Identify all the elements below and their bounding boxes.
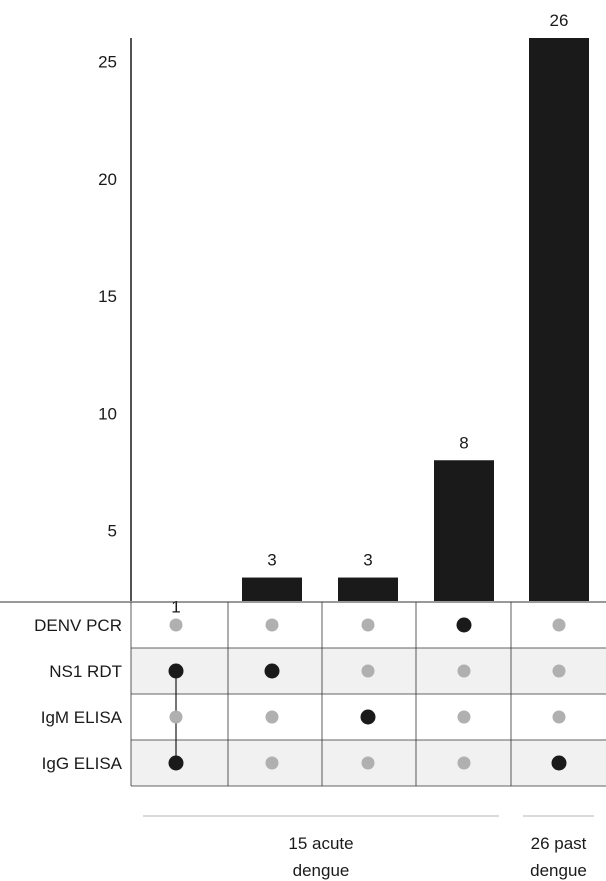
y-tick-label: 25 bbox=[98, 52, 117, 71]
dot-inactive bbox=[361, 664, 375, 678]
data-label: 26 bbox=[550, 11, 569, 30]
row-label: IgM ELISA bbox=[41, 708, 123, 727]
dot-inactive bbox=[265, 756, 279, 770]
dot-inactive bbox=[457, 756, 471, 770]
row-label: NS1 RDT bbox=[49, 662, 122, 681]
data-label: 3 bbox=[267, 551, 276, 570]
dot-inactive bbox=[265, 618, 279, 632]
dot-inactive bbox=[552, 710, 566, 724]
dot-inactive bbox=[361, 756, 375, 770]
bar bbox=[529, 38, 589, 601]
dot-active bbox=[168, 755, 184, 771]
group-label-line2: dengue bbox=[293, 861, 350, 880]
dot-inactive bbox=[169, 618, 183, 632]
data-label: 8 bbox=[459, 433, 468, 452]
dot-active bbox=[456, 617, 472, 633]
dot-inactive bbox=[552, 618, 566, 632]
y-tick-label: 10 bbox=[98, 404, 117, 423]
data-label: 1 bbox=[171, 597, 180, 616]
group-label-line1: 15 acute bbox=[288, 834, 353, 853]
dot-inactive bbox=[457, 710, 471, 724]
dot-active bbox=[551, 755, 567, 771]
group-label-line2: dengue bbox=[530, 861, 587, 880]
bar bbox=[434, 460, 494, 601]
data-label: 3 bbox=[363, 551, 372, 570]
bar bbox=[242, 577, 302, 601]
dot-inactive bbox=[265, 710, 279, 724]
y-tick-label: 15 bbox=[98, 287, 117, 306]
row-label: IgG ELISA bbox=[42, 754, 123, 773]
y-tick-label: 20 bbox=[98, 170, 117, 189]
dot-inactive bbox=[457, 664, 471, 678]
y-tick-label: 5 bbox=[108, 522, 117, 541]
dot-inactive bbox=[361, 618, 375, 632]
dot-inactive bbox=[552, 664, 566, 678]
dot-inactive bbox=[169, 710, 183, 724]
group-label-line1: 26 past bbox=[531, 834, 587, 853]
dot-active bbox=[360, 709, 376, 725]
row-label: DENV PCR bbox=[34, 616, 122, 635]
dot-active bbox=[264, 663, 280, 679]
dot-active bbox=[168, 663, 184, 679]
bar bbox=[338, 577, 398, 601]
